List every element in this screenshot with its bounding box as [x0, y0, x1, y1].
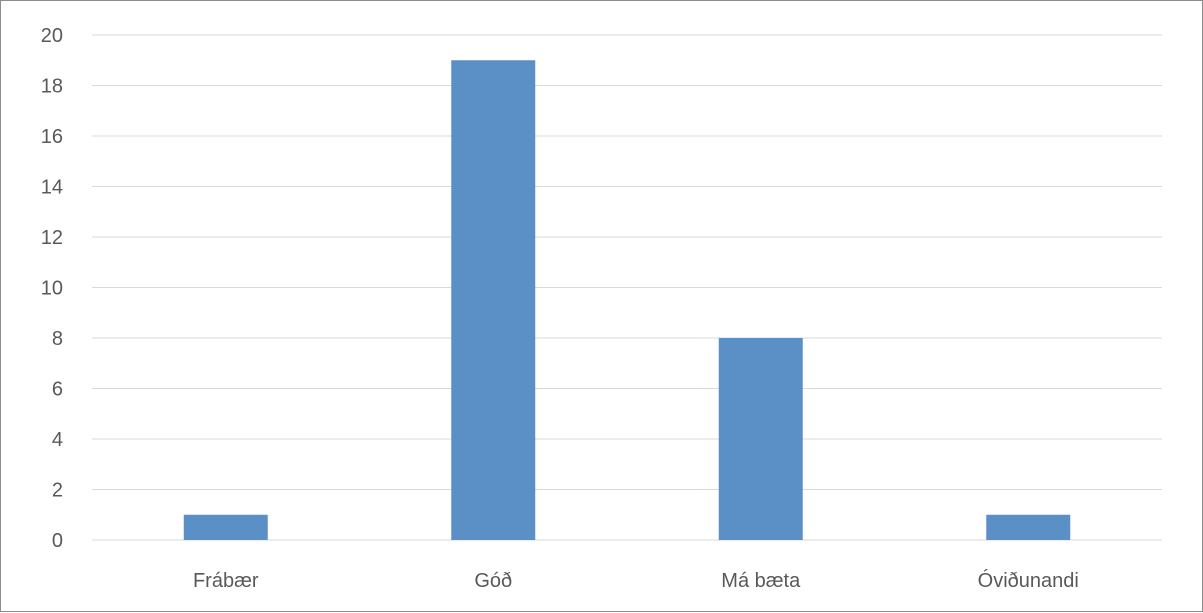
- y-tick-label: 20: [41, 25, 63, 47]
- bar-4: [986, 514, 1071, 540]
- bars: [183, 60, 1071, 540]
- y-tick-label: 0: [52, 530, 63, 552]
- x-axis-ticks: Frábær Góð Má bæta Óviðunandi: [193, 569, 1079, 592]
- y-tick-label: 10: [41, 278, 63, 300]
- y-axis-ticks: 0 2 4 6 8 10 12 14 16 18 20: [41, 25, 63, 552]
- gridlines: [92, 34, 1162, 541]
- x-tick-label: Má bæta: [721, 570, 801, 592]
- y-tick-label: 2: [52, 480, 63, 502]
- bar-2: [451, 60, 536, 540]
- y-tick-label: 6: [52, 379, 63, 401]
- x-tick-label: Óviðunandi: [978, 569, 1079, 592]
- y-tick-label: 8: [52, 328, 63, 350]
- bar-1: [183, 514, 268, 540]
- y-tick-label: 14: [41, 177, 63, 199]
- bar-3: [718, 338, 803, 540]
- y-tick-label: 4: [52, 429, 63, 451]
- x-tick-label: Frábær: [193, 570, 259, 592]
- y-tick-label: 16: [41, 126, 63, 148]
- y-tick-label: 18: [41, 76, 63, 98]
- y-tick-label: 12: [41, 227, 63, 249]
- x-tick-label: Góð: [474, 570, 512, 592]
